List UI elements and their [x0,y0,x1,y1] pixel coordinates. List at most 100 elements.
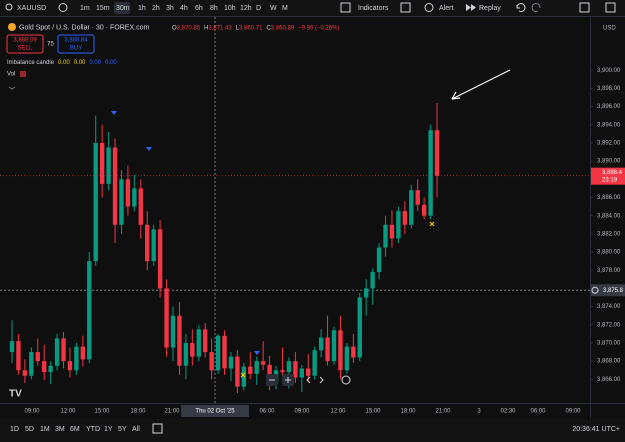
interval-button[interactable]: 12h [240,5,252,12]
interval-button[interactable]: 3h [166,5,174,12]
indicator-name: Imbalance candle [7,60,55,66]
candle-body [87,261,92,360]
sell-label: SELL [18,46,33,52]
candle-body [164,288,169,348]
indicators-button[interactable]: Indicators [358,5,389,12]
range-button[interactable]: 3M [55,426,65,433]
candle-body [93,142,98,262]
interval-button[interactable]: W [270,5,277,12]
crosshair-add[interactable] [591,286,599,294]
candle-body [35,352,40,362]
candle-body [383,224,388,248]
scroll-arrows[interactable] [306,376,324,384]
candle-body [203,329,208,353]
ohlc-label: H [204,25,208,31]
replay-icon[interactable] [466,4,476,11]
candle-body [299,368,304,378]
candle-body [48,365,53,373]
collapse-icon[interactable] [8,86,16,90]
y-tick-label: 3,890.00 [597,159,621,165]
calendar-icon[interactable] [152,423,163,434]
x-tick-label: 15:00 [365,409,381,415]
candle-body [183,342,189,366]
sell-price: 3,888.09 [13,38,37,44]
range-button[interactable]: 1D [10,426,19,433]
x-tick-label: 21:00 [435,409,451,415]
interval-button[interactable]: 8h [210,5,218,12]
candle-body [280,370,285,373]
search-icon[interactable] [5,3,13,11]
alert-icon[interactable] [424,3,434,12]
interval-button[interactable]: D [256,5,261,12]
candle-body [16,341,21,371]
candle-body [254,361,259,374]
volume-legend: Vol [7,72,15,78]
clock: 20:36:41 UTC+ [572,426,620,433]
range-button[interactable]: 5Y [118,426,127,433]
candle-body [364,288,369,298]
interval-button[interactable]: 6h [195,5,203,12]
undo-icon[interactable] [516,3,526,12]
interval-button[interactable]: 15m [96,5,110,12]
candle-body [389,224,395,239]
crosshair-price-tag [591,284,625,297]
interval-button[interactable]: 1m [80,5,90,12]
y-tick-label: 3,896.00 [597,104,621,110]
y-tick-label: 3,868.00 [597,359,621,365]
indicator-value: 0.00 [58,60,70,66]
y-tick-label: 3,886.00 [597,195,621,201]
candle-body [106,147,111,184]
interval-button[interactable]: 30m [116,5,130,12]
indicators-icon[interactable] [340,2,351,13]
spread: 75 [47,42,54,48]
buy-button[interactable] [57,34,95,54]
candle-body [434,130,440,176]
interval-button[interactable]: 10h [224,5,236,12]
candle-body [112,147,118,225]
range-button[interactable]: All [132,426,140,433]
toolbar [0,0,625,16]
interval-button[interactable]: 4h [180,5,188,12]
replay-button[interactable]: Replay [479,5,501,12]
x-tick-label: 21:00 [164,409,180,415]
candle-body [396,211,401,239]
snapshot-icon[interactable] [605,2,616,13]
candle-body [415,190,420,205]
candle-body [42,361,47,373]
range-button[interactable]: 6M [70,426,80,433]
x-tick-label: 06:00 [530,409,546,415]
x-tick-label: 15:00 [94,409,110,415]
volume-icon[interactable] [20,71,26,77]
indicator-legend: Imbalance candle 0.00 0.00 0.00 0.00 [7,60,117,66]
crosshair-date-bg [181,405,249,417]
y-tick-label: 3,884.00 [597,213,621,219]
symbol[interactable]: XAUUSD [17,5,46,12]
y-tick-label: 3,874.00 [597,304,621,310]
ohlc-value: 3,871.43 [208,25,232,31]
candle-body [9,341,15,353]
sell-button[interactable] [6,34,44,54]
fullscreen-icon[interactable] [579,2,590,13]
compare-icon[interactable] [58,3,68,12]
alert-button[interactable]: Alert [439,5,453,12]
candle-body [344,346,350,371]
interval-button[interactable]: 2h [152,5,160,12]
active-interval-bg [114,2,130,14]
reset-icon[interactable] [341,375,351,385]
redo-icon[interactable] [531,3,541,12]
range-button[interactable]: 5D [25,426,34,433]
range-button[interactable]: 1Y [104,426,113,433]
interval-button[interactable]: 1h [138,5,146,12]
crosshair-date: Thu 02 Oct '25 [195,409,235,415]
range-button[interactable]: YTD [86,426,100,433]
candle-body [357,297,362,358]
layout-icon[interactable] [400,2,411,13]
interval-button[interactable]: M [282,5,288,12]
x-tick-label: 02:30 [500,409,516,415]
buy-price: 3,888.84 [64,38,88,44]
candle-body [67,361,73,371]
y-tick-label: 3,892.00 [597,141,621,147]
range-button[interactable]: 1M [40,426,50,433]
x-tick-label: 09:00 [565,409,581,415]
candle-body [286,361,292,373]
